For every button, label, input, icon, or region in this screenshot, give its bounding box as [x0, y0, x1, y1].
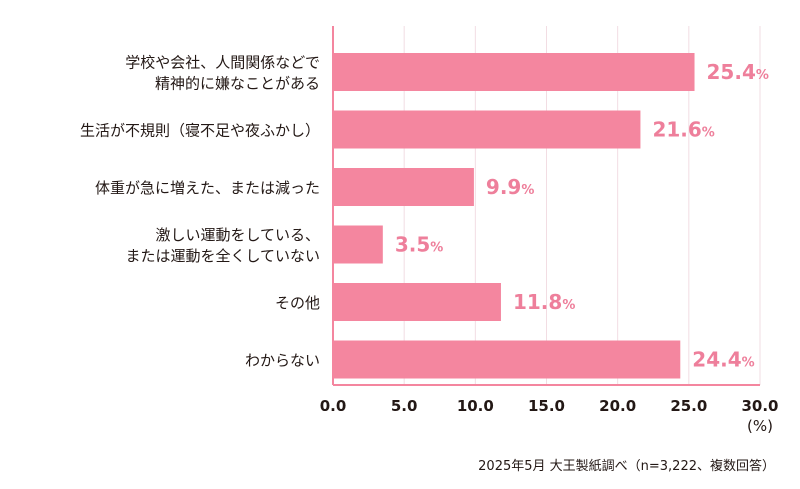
- bar: [333, 225, 383, 264]
- category-label: 生活が不規則（寝不足や夜ふかし）: [80, 122, 320, 140]
- data-label: 25.4%: [707, 60, 769, 84]
- data-label: 9.9%: [486, 175, 534, 199]
- source-note: 2025年5月 大王製紙調べ（n=3,222、複数回答）: [478, 459, 775, 474]
- category-label: 激しい運動をしている、: [155, 226, 320, 244]
- bar: [333, 283, 501, 321]
- bar: [333, 168, 474, 206]
- bar: [333, 340, 681, 379]
- bar: [333, 110, 641, 149]
- data-label: 24.4%: [692, 348, 754, 372]
- x-tick-label: 20.0: [599, 397, 636, 415]
- data-label: 21.6%: [652, 118, 714, 142]
- x-tick-label: 10.0: [457, 397, 494, 415]
- x-unit-label: (%): [747, 417, 773, 435]
- category-label: わからない: [245, 352, 320, 370]
- bar: [333, 53, 695, 91]
- x-tick-label: 0.0: [320, 397, 347, 415]
- x-tick-label: 30.0: [741, 397, 778, 415]
- category-label: 学校や会社、人間関係などで: [125, 54, 320, 72]
- x-tick-label: 5.0: [391, 397, 418, 415]
- data-label: 3.5%: [395, 233, 443, 257]
- category-label: 精神的に嫌なことがある: [155, 75, 320, 93]
- category-label: または運動を全くしていない: [125, 247, 320, 265]
- x-tick-label: 25.0: [670, 397, 707, 415]
- x-tick-label: 15.0: [528, 397, 565, 415]
- category-label: 体重が急に増えた、または減った: [95, 179, 320, 197]
- data-label: 11.8%: [513, 290, 575, 314]
- category-label: その他: [275, 294, 320, 312]
